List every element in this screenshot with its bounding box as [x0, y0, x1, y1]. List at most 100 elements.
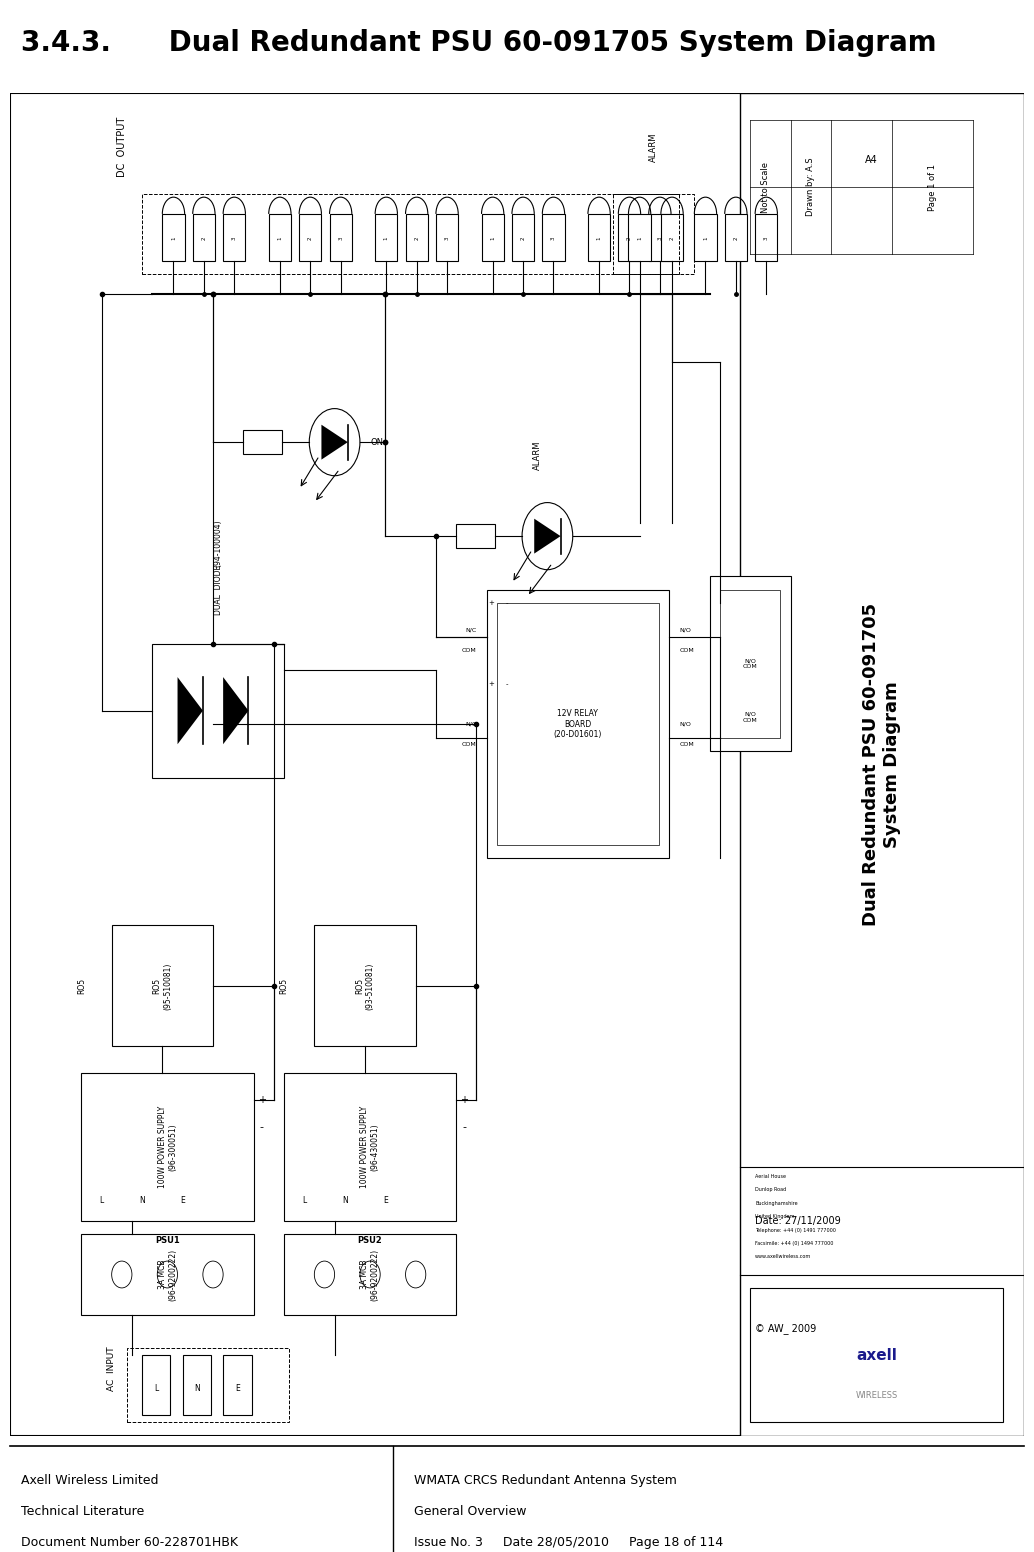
Polygon shape [322, 425, 347, 459]
Bar [269, 214, 291, 261]
Bar [543, 214, 565, 261]
Text: 100W POWER SUPPLY
(96-430051): 100W POWER SUPPLY (96-430051) [361, 1107, 379, 1189]
Text: 2: 2 [733, 236, 738, 241]
Text: RO5
(95-510081): RO5 (95-510081) [153, 962, 172, 1009]
Text: WIRELESS: WIRELESS [855, 1391, 898, 1400]
Text: DC  OUTPUT: DC OUTPUT [117, 116, 127, 177]
Circle shape [112, 1262, 132, 1288]
Bar [330, 214, 352, 261]
Text: 1: 1 [637, 236, 642, 241]
Text: 2: 2 [627, 236, 632, 241]
Bar [223, 214, 245, 261]
Bar [740, 93, 1024, 1436]
Text: United Kingdom: United Kingdom [755, 1214, 795, 1218]
Circle shape [522, 503, 573, 570]
Text: COM: COM [462, 742, 477, 747]
Text: General Overview: General Overview [414, 1505, 526, 1518]
Text: N: N [140, 1197, 145, 1206]
Circle shape [157, 1262, 178, 1288]
Text: 3.4.3.      Dual Redundant PSU 60-091705 System Diagram: 3.4.3. Dual Redundant PSU 60-091705 Syst… [21, 28, 937, 57]
Text: L: L [302, 1197, 306, 1206]
Text: Telephone: +44 (0) 1491 777000: Telephone: +44 (0) 1491 777000 [755, 1228, 837, 1232]
Text: 2: 2 [670, 236, 674, 241]
Text: 3: 3 [764, 236, 768, 241]
Text: 3A MCB
(96-9200222): 3A MCB (96-9200222) [158, 1248, 177, 1301]
Text: COM: COM [679, 647, 694, 653]
Text: L: L [154, 1384, 158, 1394]
Text: Axell Wireless Limited: Axell Wireless Limited [21, 1474, 158, 1487]
Text: N/C: N/C [465, 722, 477, 726]
Text: N/O
COM: N/O COM [742, 712, 758, 723]
Bar [314, 925, 416, 1046]
Text: Dunlop Road: Dunlop Road [755, 1187, 787, 1192]
Text: L: L [99, 1197, 103, 1206]
Text: 1: 1 [703, 236, 708, 241]
Bar [629, 214, 650, 261]
Bar [243, 430, 282, 455]
Text: (94-100004): (94-100004) [214, 518, 222, 566]
Text: 1: 1 [277, 236, 282, 241]
Text: 1: 1 [171, 236, 176, 241]
Bar [299, 214, 322, 261]
Text: PSU1: PSU1 [155, 1237, 180, 1245]
Bar [496, 604, 659, 844]
Circle shape [203, 1262, 223, 1288]
Circle shape [314, 1262, 335, 1288]
Text: Document Number 60-228701HBK: Document Number 60-228701HBK [21, 1536, 238, 1549]
Text: Technical Literature: Technical Literature [21, 1505, 144, 1518]
Text: Facsimile: +44 (0) 1494 777000: Facsimile: +44 (0) 1494 777000 [755, 1242, 833, 1246]
Text: RO5
(93-510081): RO5 (93-510081) [356, 962, 374, 1009]
Text: 2: 2 [308, 236, 312, 241]
Text: 3: 3 [232, 236, 237, 241]
Text: 2: 2 [202, 236, 207, 241]
Text: 3: 3 [338, 236, 343, 241]
Text: N/O
COM: N/O COM [742, 658, 758, 669]
Bar [82, 1234, 253, 1315]
Bar [284, 1234, 456, 1315]
Text: ALARM: ALARM [533, 441, 542, 470]
Text: WMATA CRCS Redundant Antenna System: WMATA CRCS Redundant Antenna System [414, 1474, 676, 1487]
Polygon shape [178, 677, 203, 745]
Bar [720, 590, 781, 737]
Text: 12V RELAY
BOARD
(20-D01601): 12V RELAY BOARD (20-D01601) [553, 709, 602, 739]
Text: 3: 3 [658, 236, 663, 241]
Text: +: + [489, 681, 494, 688]
Text: PSU2: PSU2 [358, 1237, 383, 1245]
Bar [755, 214, 778, 261]
Bar [405, 214, 428, 261]
Text: A4: A4 [865, 155, 878, 165]
Bar [162, 214, 185, 261]
Text: -: - [506, 681, 508, 688]
Text: Buckinghamshire: Buckinghamshire [755, 1201, 798, 1206]
Text: Dual Redundant PSU 60-091705
System Diagram: Dual Redundant PSU 60-091705 System Diag… [862, 602, 902, 927]
Text: +: + [460, 1096, 468, 1105]
Text: +: + [489, 601, 494, 607]
Text: Not to Scale: Not to Scale [761, 161, 769, 213]
Bar [142, 1355, 171, 1415]
Text: E: E [180, 1197, 185, 1206]
Text: © AW_ 2009: © AW_ 2009 [755, 1322, 817, 1333]
Polygon shape [223, 677, 248, 745]
Bar [482, 214, 504, 261]
Text: 2: 2 [415, 236, 419, 241]
Bar [127, 1349, 290, 1422]
Text: Drawn by: A.S: Drawn by: A.S [807, 158, 816, 216]
Bar [82, 1072, 253, 1221]
Bar [613, 194, 695, 275]
Text: N/O: N/O [679, 722, 691, 726]
Bar [695, 214, 717, 261]
Bar [142, 194, 679, 275]
Text: COM: COM [679, 742, 694, 747]
Text: RO5: RO5 [279, 978, 288, 993]
Circle shape [360, 1262, 381, 1288]
Text: Page 1 of 1: Page 1 of 1 [927, 163, 937, 211]
Bar [183, 1355, 211, 1415]
Bar [487, 590, 669, 858]
Text: +: + [257, 1096, 266, 1105]
Bar [436, 214, 458, 261]
Text: N/C: N/C [465, 627, 477, 633]
Text: RO5: RO5 [77, 978, 86, 993]
Text: N/O: N/O [679, 627, 691, 633]
Bar [512, 214, 535, 261]
Text: 1: 1 [490, 236, 495, 241]
